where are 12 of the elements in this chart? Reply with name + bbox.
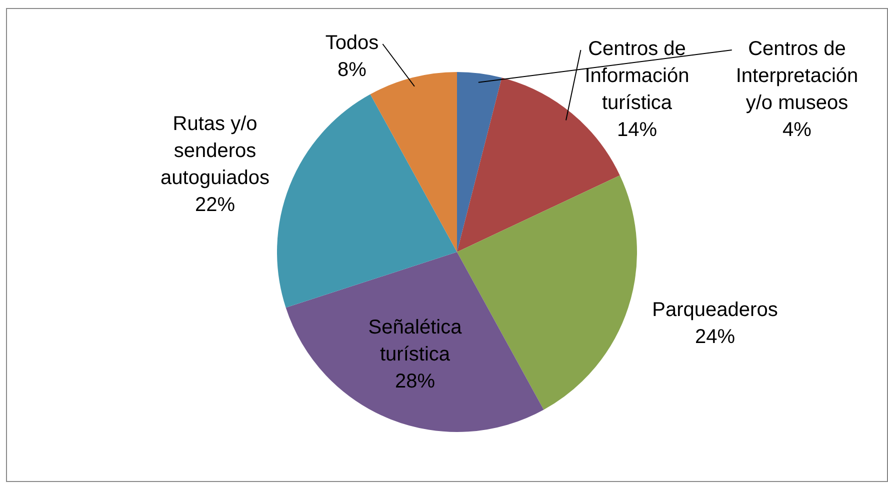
data-label: 14% <box>616 119 658 142</box>
data-label: 28% <box>394 370 436 393</box>
slice-label: Señalética turística <box>368 316 463 366</box>
slice-label: Centros de Interpretación y/o museos <box>736 38 858 114</box>
data-label: 22% <box>194 194 236 216</box>
slice-label: Parqueaderos <box>652 299 778 322</box>
data-label: 24% <box>694 326 736 348</box>
data-label: 4% <box>782 119 812 142</box>
data-label: 8% <box>338 59 367 82</box>
slice-label: Todos <box>325 32 379 54</box>
slice-label: Centros de Información turística <box>584 38 690 114</box>
slice-label: Rutas y/o senderos autoguiados <box>160 113 270 190</box>
